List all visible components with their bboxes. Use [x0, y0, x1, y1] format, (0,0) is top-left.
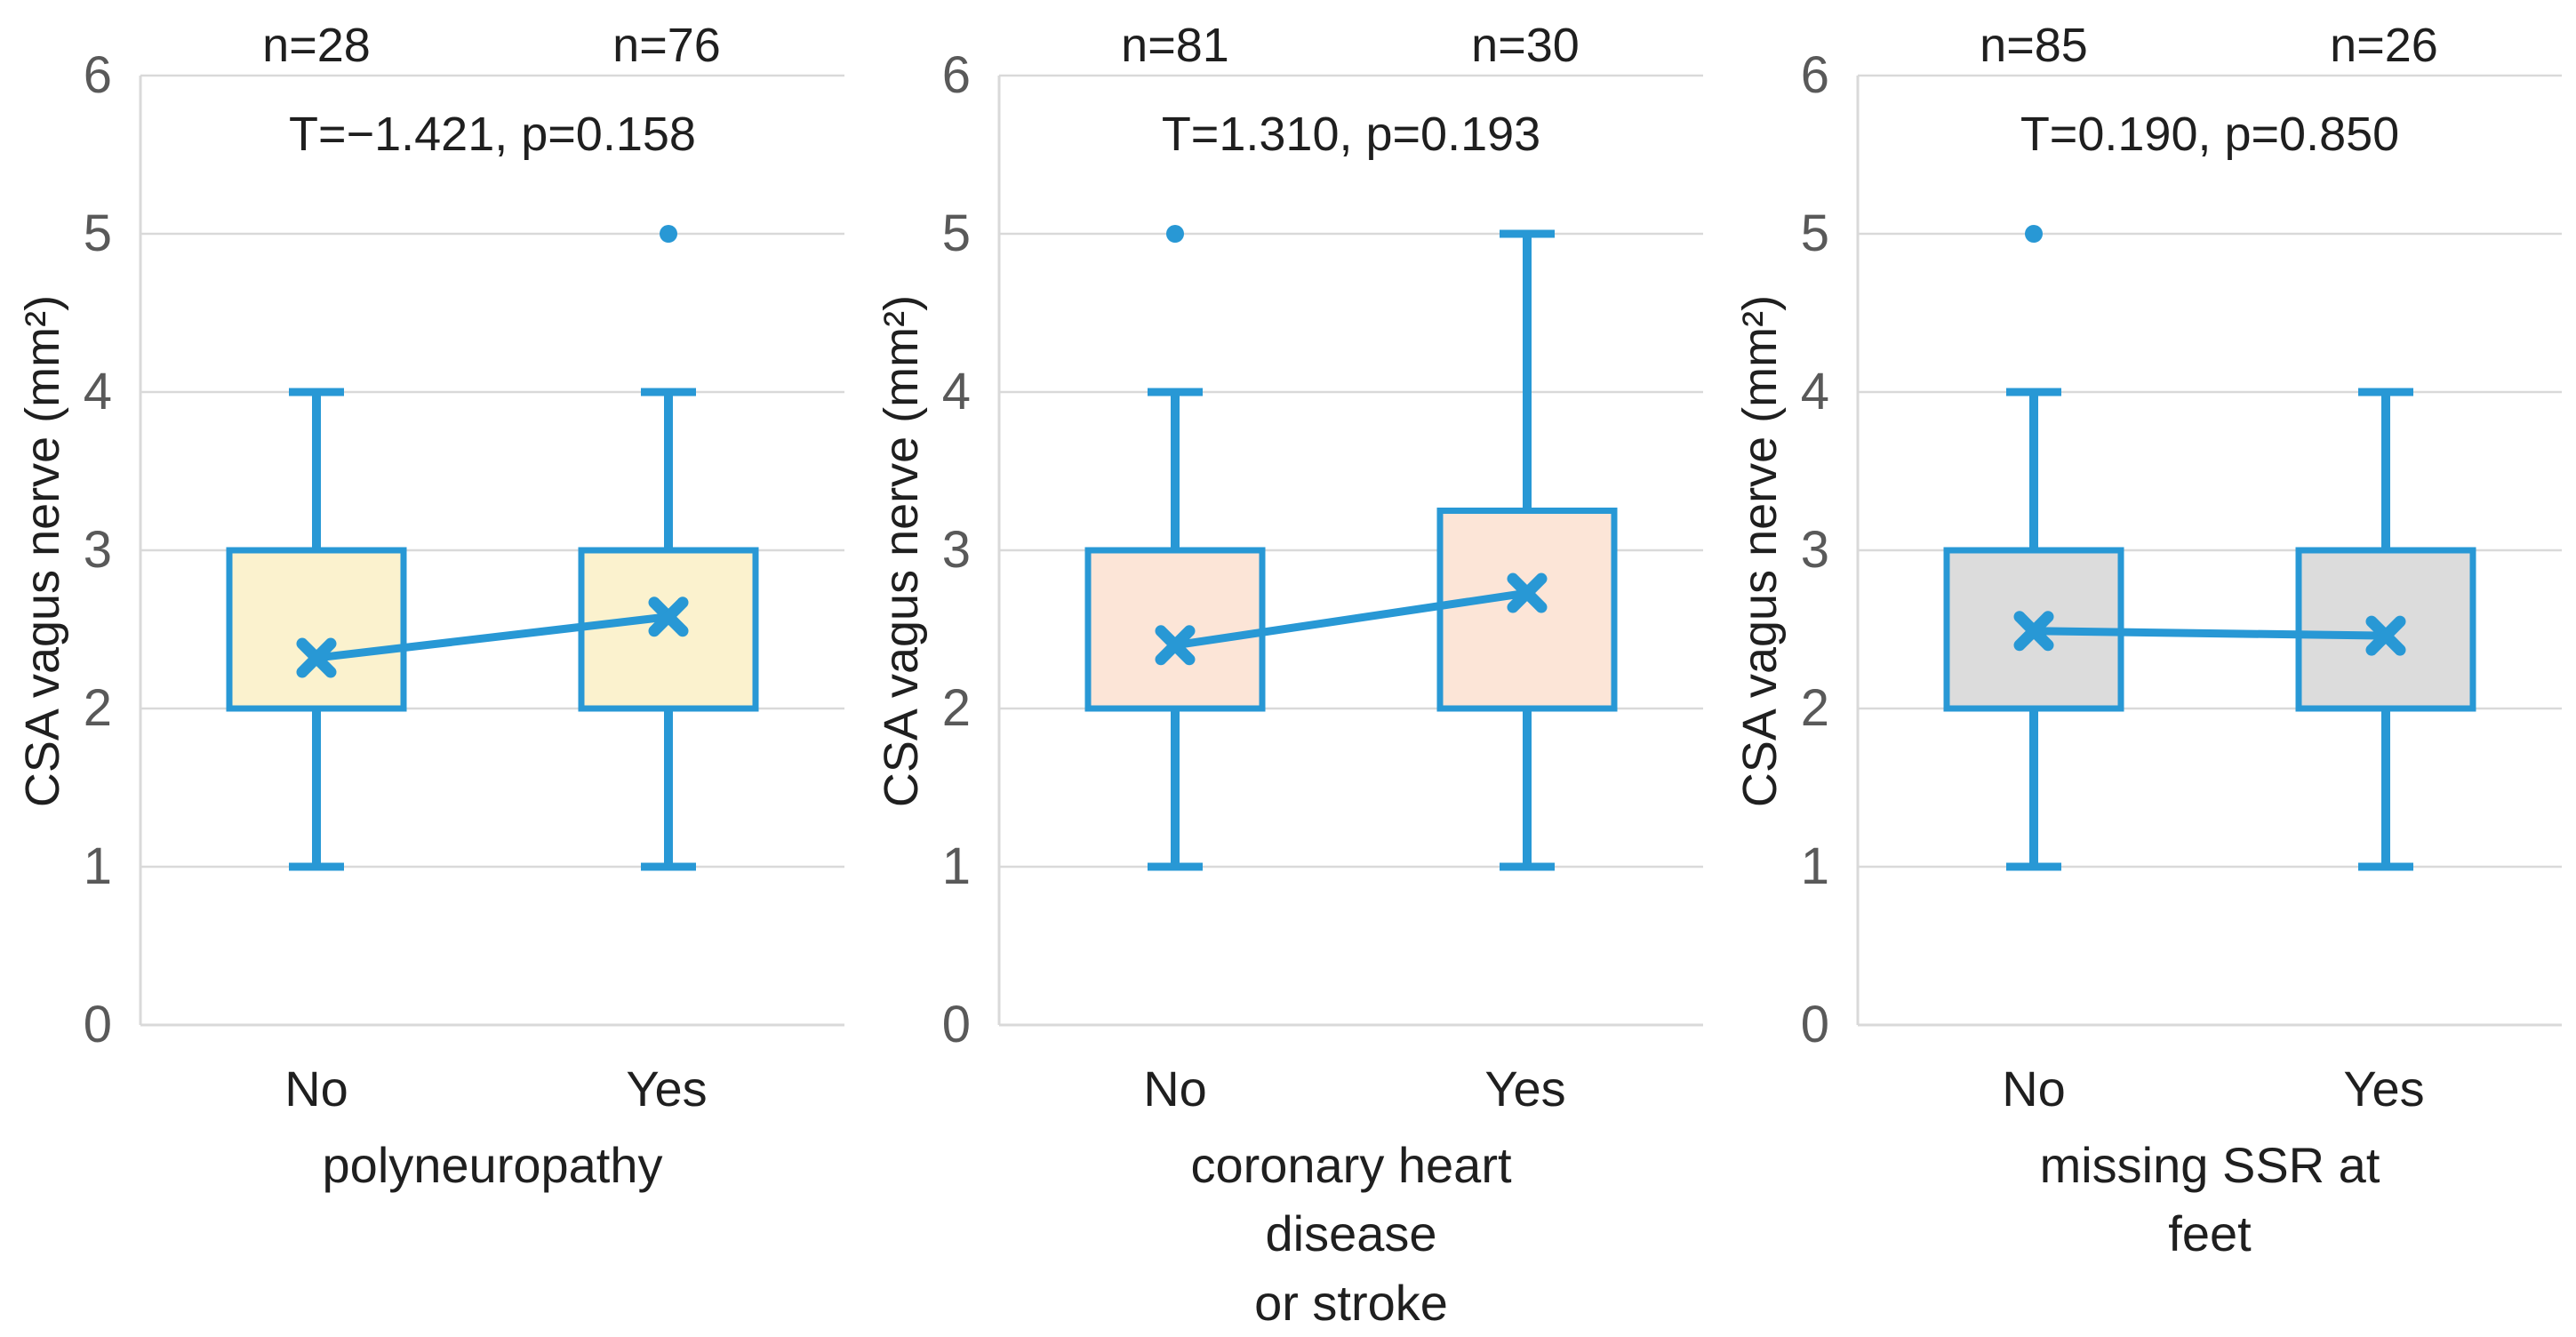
plot-area	[997, 74, 1703, 1027]
stats-annotation: T=−1.421, p=0.158	[289, 108, 696, 161]
mean-connector-line	[2033, 627, 2387, 640]
x-axis-title: coronary heart disease or stroke	[1190, 1137, 1512, 1331]
outlier-point	[2025, 225, 2043, 243]
y-tick-label: 5	[1800, 204, 1829, 262]
y-tick-label: 4	[83, 363, 112, 420]
mean-marker	[2013, 611, 2054, 652]
stats-annotation: T=1.310, p=0.193	[1161, 108, 1541, 161]
x-tick-no: No	[1143, 1061, 1207, 1117]
x-tick-no: No	[284, 1061, 348, 1117]
iqr-box	[226, 547, 407, 712]
y-tick-label: 2	[941, 679, 971, 737]
plot-area	[1856, 74, 2562, 1027]
y-tick-label: 3	[941, 521, 971, 579]
x-tick-yes: Yes	[626, 1061, 708, 1117]
y-tick-label: 0	[1800, 996, 1829, 1053]
y-tick-label: 1	[1800, 837, 1829, 895]
count-label-no: n=81	[1121, 19, 1229, 72]
mean-connector-line	[316, 612, 669, 662]
mean-marker	[648, 596, 689, 637]
y-tick-label: 0	[83, 996, 112, 1053]
y-tick-label: 4	[1800, 363, 1829, 420]
y-tick-label: 2	[1800, 679, 1829, 737]
mean-connector-line	[1174, 588, 1528, 650]
y-tick-label: 2	[83, 679, 112, 737]
y-tick-label: 5	[941, 204, 971, 262]
x-tick-no: No	[2002, 1061, 2066, 1117]
x-tick-yes: Yes	[1484, 1061, 1566, 1117]
count-label-no: n=85	[1980, 19, 2088, 72]
mean-marker	[296, 637, 337, 678]
y-tick-label: 1	[941, 837, 971, 895]
outlier-point	[1166, 225, 1184, 243]
stats-annotation: T=0.190, p=0.850	[2020, 108, 2400, 161]
iqr-box	[1436, 508, 1618, 712]
y-tick-label: 4	[941, 363, 971, 420]
y-tick-label: 3	[1800, 521, 1829, 579]
y-tick-label: 5	[83, 204, 112, 262]
mean-marker	[2365, 615, 2406, 656]
y-tick-label: 3	[83, 521, 112, 579]
count-label-no: n=28	[262, 19, 371, 72]
y-tick-label: 1	[83, 837, 112, 895]
y-tick-label: 6	[1800, 46, 1829, 104]
outlier-point	[660, 225, 677, 243]
iqr-box	[1084, 547, 1266, 712]
y-tick-label: 6	[941, 46, 971, 104]
count-label-yes: n=76	[612, 19, 721, 72]
mean-marker	[1507, 572, 1548, 613]
x-axis-title: missing SSR at feet	[2039, 1137, 2380, 1262]
y-tick-label: 0	[941, 996, 971, 1053]
x-tick-yes: Yes	[2343, 1061, 2425, 1117]
y-tick-label: 6	[83, 46, 112, 104]
mean-marker	[1155, 625, 1196, 666]
iqr-box	[578, 547, 759, 712]
count-label-yes: n=26	[2330, 19, 2438, 72]
plot-area	[139, 74, 844, 1027]
count-label-yes: n=30	[1471, 19, 1580, 72]
x-axis-title: polyneuropathy	[322, 1137, 663, 1193]
